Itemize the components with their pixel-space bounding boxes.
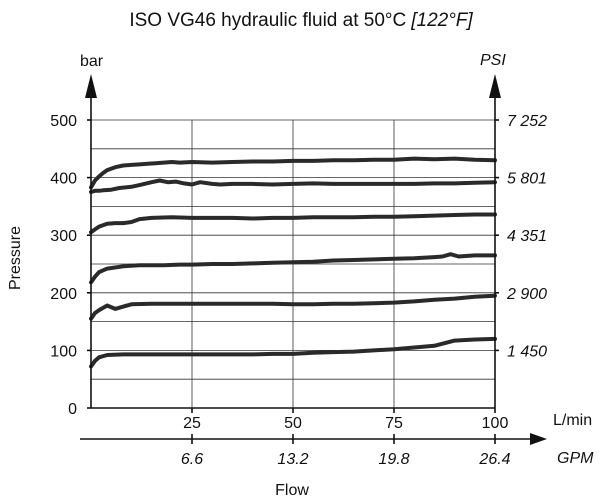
y2-tick-label: 2 900 — [506, 286, 547, 303]
chart-title: ISO VG46 hydraulic fluid at 50°C [122°F] — [129, 10, 473, 31]
series-group — [89, 156, 497, 369]
x-unit-label: L/min — [553, 412, 592, 429]
x-tick-label: 25 — [183, 415, 201, 432]
y-tick-label: 500 — [50, 113, 77, 130]
y2-tick-label: 1 450 — [507, 343, 547, 360]
x2-axis-arrow — [530, 433, 547, 445]
y-tick-label: 100 — [50, 343, 77, 360]
y-unit-label: bar — [80, 53, 104, 70]
series-line-6 — [89, 156, 497, 190]
axes — [80, 74, 547, 445]
y2-tick-label: 7 252 — [507, 113, 547, 130]
chart-title-main: ISO VG46 hydraulic fluid at 50°C — [129, 10, 406, 31]
x2-tick-label: 6.6 — [181, 451, 203, 468]
x2-tick-label: 13.2 — [277, 451, 308, 468]
y2-axis-arrow — [489, 74, 501, 98]
series-line-2 — [89, 293, 497, 321]
series-line-1 — [89, 336, 497, 369]
y2-unit-label: PSI — [480, 52, 506, 69]
tick-labels: 0 100 200 300 400 500 1 450 2 900 4 351 5 801 7 25… — [50, 113, 547, 468]
y-axis-title: Pressure — [7, 226, 24, 290]
series-line-4 — [89, 212, 497, 235]
y-tick-label: 400 — [50, 171, 77, 188]
y-tick-label: 200 — [50, 286, 77, 303]
y2-tick-label: 4 351 — [507, 228, 547, 245]
y-tick-label: 300 — [50, 228, 77, 245]
series-line-3 — [89, 252, 497, 285]
x2-tick-label: 26.4 — [478, 451, 510, 468]
series-line-5 — [89, 178, 497, 194]
x2-unit-label: GPM — [557, 450, 594, 467]
x-tick-label: 75 — [385, 415, 403, 432]
x-axis-title: Flow — [275, 482, 309, 499]
y-axis-arrow — [85, 74, 97, 98]
x-tick-label: 100 — [482, 415, 509, 432]
y-tick-label: 0 — [68, 401, 77, 418]
x2-tick-label: 19.8 — [378, 451, 409, 468]
chart-title-alt: [122°F] — [410, 10, 473, 31]
y2-tick-label: 5 801 — [507, 171, 547, 188]
x-tick-label: 50 — [284, 415, 302, 432]
